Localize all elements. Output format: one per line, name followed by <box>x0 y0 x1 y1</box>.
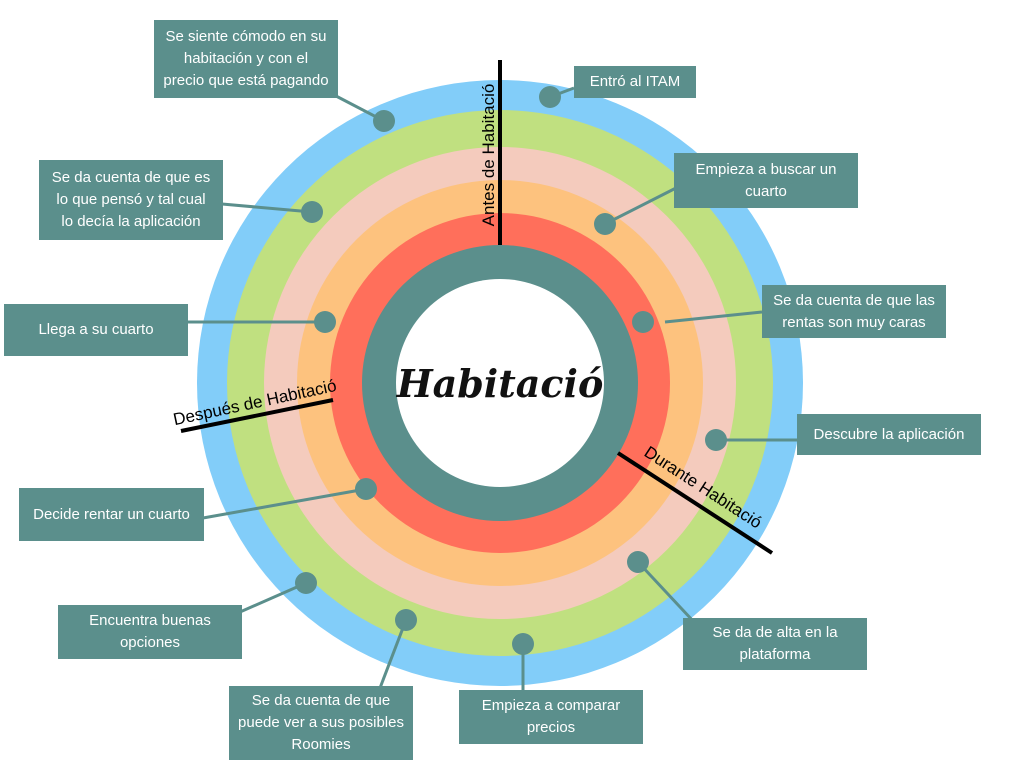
step-box-se-siente-comodo: Se siente cómodo en su habitación y con … <box>154 20 338 98</box>
divider-despues <box>180 398 334 433</box>
step-box-empieza-buscar: Empieza a buscar un cuarto <box>674 153 858 208</box>
dot-1 <box>539 86 561 108</box>
dot-6 <box>512 633 534 655</box>
dot-2 <box>594 213 616 235</box>
step-box-entro-itam: Entró al ITAM <box>574 66 696 98</box>
step-box-descubre-app: Descubre la aplicación <box>797 414 981 455</box>
connector-8 <box>239 581 307 614</box>
connector-9 <box>202 487 367 520</box>
step-box-rentar-cuarto: Decide rentar un cuarto <box>19 488 204 541</box>
connector-5 <box>636 560 696 624</box>
dot-3 <box>632 311 654 333</box>
dot-12 <box>373 110 395 132</box>
step-box-rentas-caras: Se da cuenta de que las rentas son muy c… <box>762 285 946 338</box>
step-box-lo-que-penso: Se da cuenta de que es lo que pensó y ta… <box>39 160 223 240</box>
step-box-ver-roomies: Se da cuenta de que puede ver a sus posi… <box>229 686 413 760</box>
milestone-dots <box>295 86 727 655</box>
step-box-comparar-precios: Empieza a comparar precios <box>459 690 643 744</box>
dot-11 <box>301 201 323 223</box>
connector-2 <box>604 186 677 226</box>
connector-3 <box>664 310 763 324</box>
center-white-disc <box>396 279 604 487</box>
dot-10 <box>314 311 336 333</box>
divider-durante <box>616 451 774 555</box>
step-box-llega-cuarto: Llega a su cuarto <box>4 304 188 356</box>
connector-7 <box>378 619 408 689</box>
center-title: Habitació <box>396 361 604 406</box>
step-box-alta-plataforma: Se da de alta en la plataforma <box>683 618 867 670</box>
phase-label-antes: Antes de Habitació <box>479 84 498 227</box>
connector-11 <box>221 202 313 214</box>
dot-9 <box>355 478 377 500</box>
step-box-buenas-opciones: Encuentra buenas opciones <box>58 605 242 659</box>
dot-7 <box>395 609 417 631</box>
dot-8 <box>295 572 317 594</box>
dot-4 <box>705 429 727 451</box>
dot-5 <box>627 551 649 573</box>
